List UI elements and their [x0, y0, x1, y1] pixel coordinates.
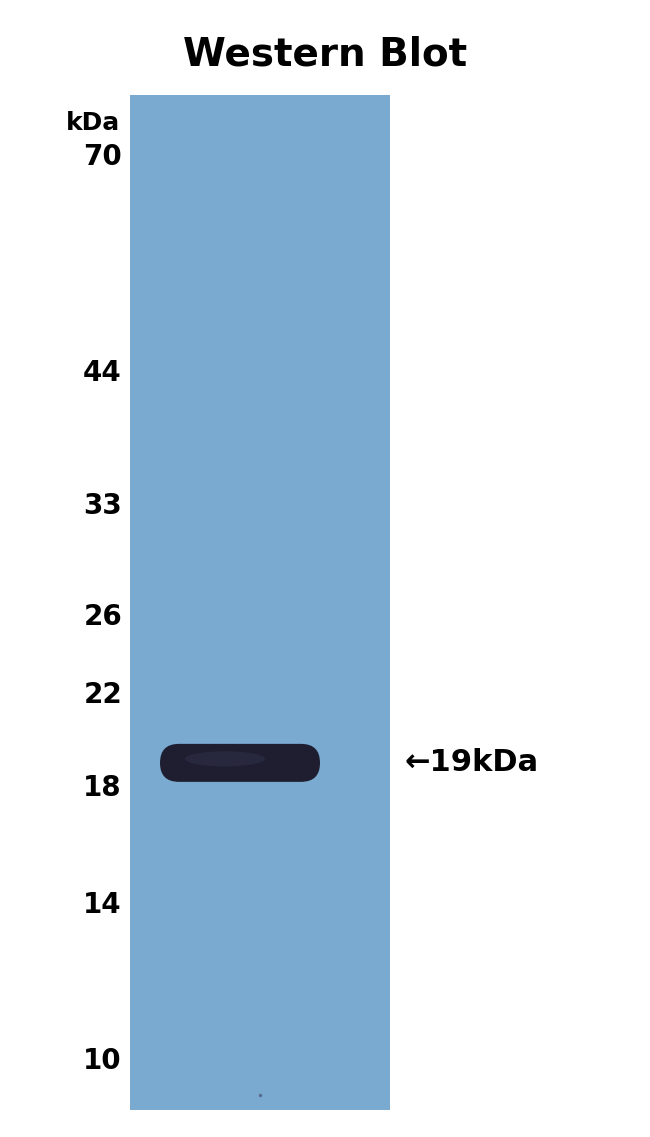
Text: 22: 22	[83, 681, 122, 708]
Text: Western Blot: Western Blot	[183, 36, 467, 74]
Bar	[130, 96, 390, 1110]
Text: 26: 26	[83, 603, 122, 631]
Text: 18: 18	[83, 774, 122, 802]
Text: 70: 70	[83, 143, 122, 171]
Text: kDa: kDa	[66, 111, 120, 135]
Text: 10: 10	[83, 1047, 122, 1076]
Text: 33: 33	[83, 492, 122, 521]
Text: 14: 14	[83, 890, 122, 919]
FancyBboxPatch shape	[160, 744, 320, 782]
Text: ←19kDa: ←19kDa	[405, 748, 539, 778]
Ellipse shape	[185, 752, 265, 766]
Text: 44: 44	[83, 359, 122, 387]
